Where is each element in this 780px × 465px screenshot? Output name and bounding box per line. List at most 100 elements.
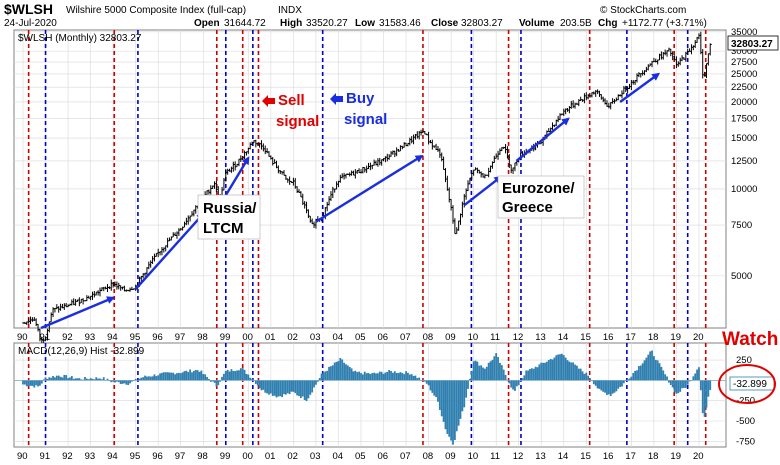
macd-bar xyxy=(196,370,199,381)
symbol-title: $WLSH xyxy=(4,1,53,17)
macd-bar xyxy=(352,371,355,381)
macd-bar xyxy=(249,377,252,381)
index-name: Wilshire 5000 Composite Index (full-cap) xyxy=(66,5,246,16)
x-tick-label-macd: 08 xyxy=(423,451,434,462)
macd-bar xyxy=(632,372,635,381)
x-tick-label-macd: 91 xyxy=(40,451,51,462)
x-tick-label-macd: 90 xyxy=(17,451,28,462)
x-tick-label-price: 16 xyxy=(603,332,614,343)
macd-bar xyxy=(72,378,75,381)
macd-bar xyxy=(138,378,141,381)
macd-bar xyxy=(668,380,670,383)
macd-bar xyxy=(701,380,704,414)
macd-bar xyxy=(410,374,413,381)
price-y-tick-label: 15000 xyxy=(731,133,757,144)
macd-bar xyxy=(692,376,695,381)
macd-bar xyxy=(99,378,101,381)
macd-bar xyxy=(444,380,447,430)
macd-bar xyxy=(236,370,238,381)
macd-bar xyxy=(134,378,137,381)
macd-bar xyxy=(221,376,223,381)
macd-bar xyxy=(97,378,100,381)
macd-bar xyxy=(634,370,637,381)
macd-bar xyxy=(33,380,36,388)
macd-bar xyxy=(311,380,314,393)
macd-bar xyxy=(652,356,655,381)
x-tick-label-macd: 07 xyxy=(400,451,411,462)
macd-bar xyxy=(256,380,259,386)
macd-bar xyxy=(440,380,443,417)
macd-bar xyxy=(211,380,214,382)
macd-bar xyxy=(553,357,556,381)
macd-bar xyxy=(581,371,584,381)
macd-bar xyxy=(476,361,479,381)
price-y-tick-label: 20000 xyxy=(731,97,757,108)
macd-bar xyxy=(115,380,118,382)
macd-bar xyxy=(412,375,415,381)
x-tick-label-price: 17 xyxy=(625,332,636,343)
macd-bar xyxy=(688,380,691,382)
macd-bar xyxy=(243,369,246,381)
macd-bar xyxy=(102,377,105,381)
volume-label: Volume xyxy=(519,18,555,29)
macd-histogram xyxy=(14,350,726,445)
macd-bar xyxy=(326,370,329,381)
macd-bar xyxy=(84,376,86,381)
macd-bar xyxy=(459,380,462,419)
macd-bar xyxy=(461,380,464,412)
macd-bar xyxy=(228,371,231,381)
macd-bar xyxy=(328,366,330,381)
sell-signal-line1: Sell xyxy=(278,92,305,109)
x-tick-label-macd: 93 xyxy=(85,451,96,462)
macd-bar xyxy=(106,378,109,381)
x-tick-label-macd: 94 xyxy=(107,451,118,462)
macd-bar xyxy=(61,377,64,381)
macd-bar xyxy=(600,380,603,391)
macd-bar xyxy=(268,380,270,395)
x-tick-label-price: 01 xyxy=(265,332,276,343)
macd-bar xyxy=(662,370,665,381)
macd-bar xyxy=(213,380,216,383)
macd-bar xyxy=(602,380,605,392)
macd-bar xyxy=(683,380,685,388)
macd-bar xyxy=(675,380,678,394)
macd-bar xyxy=(192,370,195,381)
macd-bar xyxy=(596,380,599,389)
price-y-tick-label: 30000 xyxy=(731,46,757,57)
x-tick-label-macd: 20 xyxy=(693,451,704,462)
macd-bar xyxy=(200,370,203,381)
x-tick-label-price: 99 xyxy=(220,332,231,343)
x-tick-label-price: 06 xyxy=(378,332,389,343)
macd-bar xyxy=(40,380,43,384)
x-tick-label-price: 91 xyxy=(40,332,51,343)
macd-bar xyxy=(407,372,409,381)
macd-bar xyxy=(677,380,680,394)
macd-bar xyxy=(300,380,302,398)
macd-bar xyxy=(183,371,186,381)
x-tick-label-price: 04 xyxy=(332,332,343,343)
macd-bar xyxy=(162,372,165,381)
macd-bar xyxy=(564,357,567,381)
exchange-label: INDX xyxy=(278,5,302,16)
low-label: Low xyxy=(355,18,375,29)
macd-bar xyxy=(448,380,451,437)
macd-bar xyxy=(179,373,182,381)
macd-bar xyxy=(607,380,610,395)
x-tick-label-macd: 16 xyxy=(603,451,614,462)
x-tick-label-macd: 99 xyxy=(220,451,231,462)
macd-bar xyxy=(262,380,265,390)
macd-bar xyxy=(401,373,404,381)
x-tick-label-price: 03 xyxy=(310,332,321,343)
macd-bar xyxy=(292,380,295,392)
macd-bar xyxy=(204,374,207,381)
macd-bar xyxy=(673,380,676,393)
macd-bar xyxy=(598,380,601,389)
macd-bar xyxy=(435,380,437,398)
macd-bar xyxy=(309,380,312,395)
macd-bar xyxy=(660,366,663,381)
macd-bar xyxy=(339,358,342,381)
macd-bar xyxy=(615,380,618,392)
macd-bar xyxy=(666,376,668,381)
macd-bar xyxy=(67,378,69,381)
macd-bar xyxy=(219,380,222,382)
